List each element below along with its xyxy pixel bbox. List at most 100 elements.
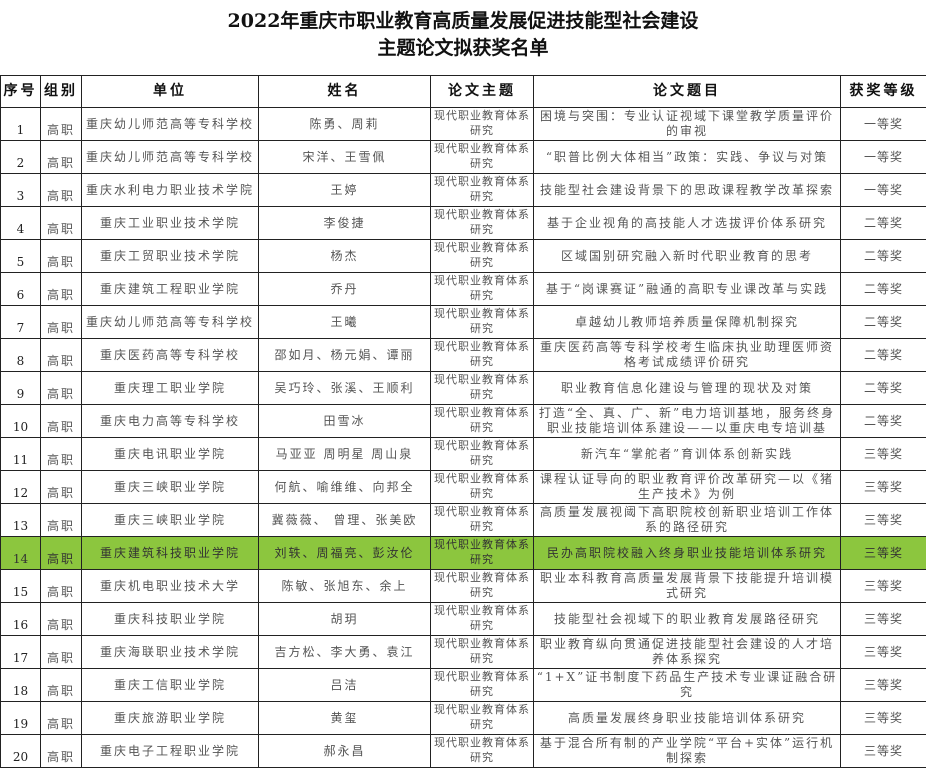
cell-names: 黄玺 xyxy=(259,702,431,735)
cell-award: 三等奖 xyxy=(841,504,926,537)
cell-topic: 现代职业教育体系研究 xyxy=(431,570,534,603)
cell-group: 高职 xyxy=(41,636,82,669)
cell-names: 陈勇、周莉 xyxy=(259,108,431,141)
cell-no: 5 xyxy=(1,240,41,273)
title-line-1: 2022年重庆市职业教育高质量发展促进技能型社会建设 xyxy=(0,0,926,34)
cell-no: 20 xyxy=(1,735,41,768)
cell-award: 三等奖 xyxy=(841,603,926,636)
cell-topic: 现代职业教育体系研究 xyxy=(431,669,534,702)
cell-topic: 现代职业教育体系研究 xyxy=(431,702,534,735)
cell-award: 二等奖 xyxy=(841,339,926,372)
header-paper: 论文题目 xyxy=(534,76,841,108)
cell-paper: “1+X”证书制度下药品生产技术专业课证融合研究 xyxy=(534,669,841,702)
cell-paper: 职业教育纵向贯通促进技能型社会建设的人才培养体系探究 xyxy=(534,636,841,669)
cell-topic: 现代职业教育体系研究 xyxy=(431,372,534,405)
cell-unit: 重庆三峡职业学院 xyxy=(82,504,259,537)
cell-group: 高职 xyxy=(41,438,82,471)
cell-names: 田雪冰 xyxy=(259,405,431,438)
cell-unit: 重庆三峡职业学院 xyxy=(82,471,259,504)
cell-names: 胡玥 xyxy=(259,603,431,636)
cell-award: 二等奖 xyxy=(841,405,926,438)
cell-names: 冀薇薇、 曾理、张美欧 xyxy=(259,504,431,537)
cell-topic: 现代职业教育体系研究 xyxy=(431,273,534,306)
cell-group: 高职 xyxy=(41,471,82,504)
cell-no: 18 xyxy=(1,669,41,702)
cell-names: 吕洁 xyxy=(259,669,431,702)
cell-no: 9 xyxy=(1,372,41,405)
cell-paper: 高质量发展终身职业技能培训体系研究 xyxy=(534,702,841,735)
cell-unit: 重庆机电职业技术大学 xyxy=(82,570,259,603)
cell-unit: 重庆科技职业学院 xyxy=(82,603,259,636)
cell-group: 高职 xyxy=(41,372,82,405)
cell-award: 二等奖 xyxy=(841,207,926,240)
cell-no: 13 xyxy=(1,504,41,537)
cell-no: 11 xyxy=(1,438,41,471)
cell-paper: 基于“岗课赛证”融通的高职专业课改革与实践 xyxy=(534,273,841,306)
cell-group: 高职 xyxy=(41,669,82,702)
cell-topic: 现代职业教育体系研究 xyxy=(431,636,534,669)
cell-award: 三等奖 xyxy=(841,735,926,768)
cell-no: 8 xyxy=(1,339,41,372)
cell-paper: 高质量发展视阈下高职院校创新职业培训工作体系的路径研究 xyxy=(534,504,841,537)
cell-paper: 打造“全、真、广、新”电力培训基地，服务终身职业技能培训体系建设——以重庆电专培… xyxy=(534,405,841,438)
cell-unit: 重庆电力高等专科学校 xyxy=(82,405,259,438)
cell-paper: 区域国别研究融入新时代职业教育的思考 xyxy=(534,240,841,273)
cell-award: 三等奖 xyxy=(841,570,926,603)
cell-group: 高职 xyxy=(41,306,82,339)
cell-names: 王曦 xyxy=(259,306,431,339)
cell-award: 二等奖 xyxy=(841,306,926,339)
cell-topic: 现代职业教育体系研究 xyxy=(431,339,534,372)
cell-paper: 民办高职院校融入终身职业技能培训体系研究 xyxy=(534,537,841,570)
cell-award: 一等奖 xyxy=(841,108,926,141)
header-award: 获奖等级 xyxy=(841,76,926,108)
cell-names: 刘轶、周福亮、彭汝伦 xyxy=(259,537,431,570)
cell-no: 3 xyxy=(1,174,41,207)
cell-no: 19 xyxy=(1,702,41,735)
cell-paper: 课程认证导向的职业教育评价改革研究—以《猪生产技术》为例 xyxy=(534,471,841,504)
cell-no: 6 xyxy=(1,273,41,306)
cell-names: 吉方松、李大勇、袁江 xyxy=(259,636,431,669)
cell-unit: 重庆建筑科技职业学院 xyxy=(82,537,259,570)
cell-names: 宋洋、王雪佩 xyxy=(259,141,431,174)
header-no: 序号 xyxy=(1,76,41,108)
cell-paper: 新汽车“掌舵者”育训体系创新实践 xyxy=(534,438,841,471)
cell-award: 三等奖 xyxy=(841,702,926,735)
cell-topic: 现代职业教育体系研究 xyxy=(431,735,534,768)
cell-award: 三等奖 xyxy=(841,537,926,570)
cell-award: 一等奖 xyxy=(841,174,926,207)
cell-award: 二等奖 xyxy=(841,240,926,273)
cell-group: 高职 xyxy=(41,537,82,570)
cell-paper: 技能型社会视域下的职业教育发展路径研究 xyxy=(534,603,841,636)
cell-unit: 重庆幼儿师范高等专科学校 xyxy=(82,141,259,174)
table-header-row: 序号 组别 单位 姓名 论文主题 论文题目 获奖等级 xyxy=(1,76,926,108)
cell-award: 三等奖 xyxy=(841,669,926,702)
cell-names: 乔丹 xyxy=(259,273,431,306)
cell-names: 杨杰 xyxy=(259,240,431,273)
cell-topic: 现代职业教育体系研究 xyxy=(431,438,534,471)
cell-unit: 重庆工业职业技术学院 xyxy=(82,207,259,240)
cell-unit: 重庆幼儿师范高等专科学校 xyxy=(82,108,259,141)
title-line-2: 主题论文拟获奖名单 xyxy=(0,34,926,62)
cell-paper: 重庆医药高等专科学校考生临床执业助理医师资格考试成绩评价研究 xyxy=(534,339,841,372)
cell-no: 17 xyxy=(1,636,41,669)
cell-paper: 基于企业视角的高技能人才选拔评价体系研究 xyxy=(534,207,841,240)
cell-no: 7 xyxy=(1,306,41,339)
cell-no: 15 xyxy=(1,570,41,603)
document-title: 2022年重庆市职业教育高质量发展促进技能型社会建设 主题论文拟获奖名单 xyxy=(0,0,926,75)
cell-group: 高职 xyxy=(41,273,82,306)
cell-topic: 现代职业教育体系研究 xyxy=(431,471,534,504)
cell-no: 1 xyxy=(1,108,41,141)
cell-topic: 现代职业教育体系研究 xyxy=(431,207,534,240)
cell-paper: 职业本科教育高质量发展背景下技能提升培训模式研究 xyxy=(534,570,841,603)
